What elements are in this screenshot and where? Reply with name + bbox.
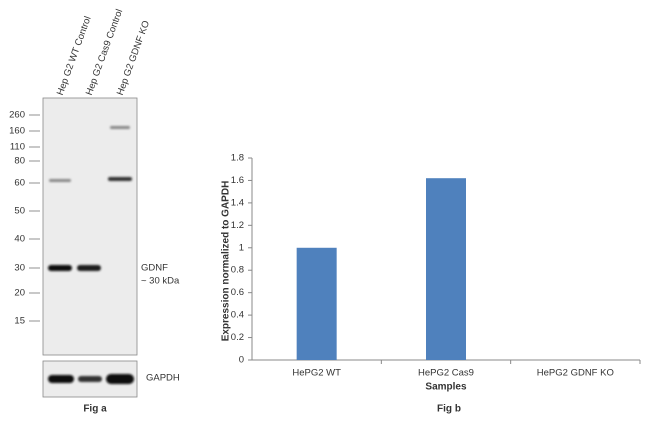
band-size: ~ 30 kDa <box>141 276 180 287</box>
marker-label: 40 <box>14 234 25 245</box>
marker-label: 60 <box>14 178 25 189</box>
y-tick-label: 0.2 <box>231 332 244 343</box>
blot-panel <box>42 97 138 356</box>
marker-label: 50 <box>14 206 25 217</box>
lane-label: Hep G2 GDNF KO <box>115 19 152 97</box>
caption: Fig b <box>437 404 461 415</box>
marker-label: 20 <box>14 288 25 299</box>
bar <box>426 178 466 360</box>
band <box>110 126 130 129</box>
marker-label: 160 <box>9 126 25 137</box>
loading-control-label: GAPDH <box>146 373 180 384</box>
marker-label: 110 <box>10 142 25 153</box>
marker-label: 80 <box>14 156 25 167</box>
bands <box>48 126 134 384</box>
y-tick-label: 0.4 <box>231 310 244 321</box>
x-axis-label: Samples <box>425 382 467 393</box>
band <box>106 374 134 384</box>
y-tick-label: 1.4 <box>231 197 244 208</box>
x-tick-label: HePG2 GDNF KO <box>537 368 614 379</box>
y-axis-label: Expression normalized to GAPDH <box>221 181 232 342</box>
y-tick-label: 1.2 <box>231 220 244 231</box>
y-tick-label: 0 <box>239 355 244 366</box>
band <box>108 177 132 181</box>
band <box>48 265 72 271</box>
caption: Fig a <box>83 404 107 415</box>
marker-label: 15 <box>14 316 25 327</box>
y-tick-label: 1.6 <box>231 175 244 186</box>
x-tick-label: HePG2 WT <box>292 368 341 379</box>
y-tick-label: 1.8 <box>231 153 244 164</box>
y-tick-label: 0.8 <box>231 265 244 276</box>
band <box>48 375 74 383</box>
bar <box>296 247 337 360</box>
band <box>49 179 71 182</box>
band-label: GDNF <box>141 263 168 274</box>
marker-label: 30 <box>14 263 25 274</box>
x-tick-label: HePG2 Cas9 <box>418 368 474 379</box>
band <box>78 376 102 382</box>
band <box>77 265 101 271</box>
y-tick-label: 0.6 <box>231 287 244 298</box>
marker-label: 260 <box>9 110 25 121</box>
y-tick-label: 1 <box>239 242 244 253</box>
